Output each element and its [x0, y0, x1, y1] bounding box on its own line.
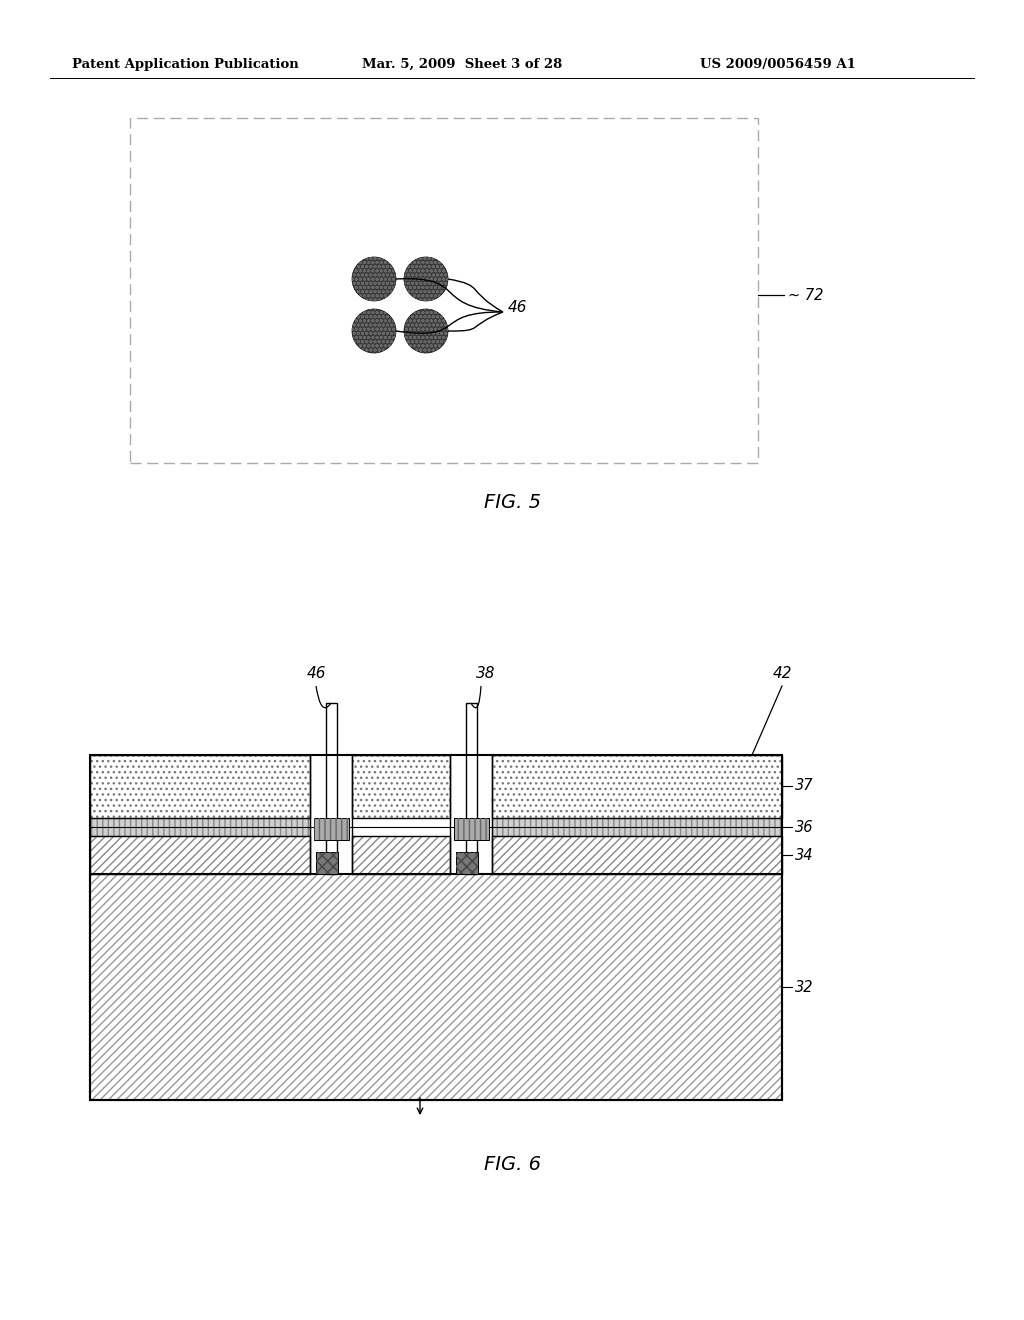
Text: 46: 46: [508, 300, 527, 314]
Bar: [492, 755, 782, 818]
Text: 37: 37: [795, 779, 813, 793]
Bar: [456, 851, 478, 874]
Bar: [90, 755, 782, 1100]
Text: 46: 46: [306, 667, 326, 681]
Bar: [90, 818, 310, 836]
Bar: [492, 755, 782, 818]
Bar: [310, 755, 352, 874]
Bar: [90, 836, 310, 874]
Bar: [90, 836, 310, 874]
Bar: [352, 836, 450, 874]
Bar: [450, 755, 492, 874]
Ellipse shape: [352, 257, 396, 301]
Bar: [492, 836, 782, 874]
Text: FIG. 5: FIG. 5: [483, 492, 541, 511]
Bar: [352, 755, 450, 818]
Bar: [466, 704, 477, 874]
Bar: [492, 818, 782, 836]
Bar: [90, 874, 782, 1100]
Text: Mar. 5, 2009  Sheet 3 of 28: Mar. 5, 2009 Sheet 3 of 28: [362, 58, 562, 71]
Text: FIG. 6: FIG. 6: [483, 1155, 541, 1175]
Bar: [352, 836, 450, 874]
Bar: [352, 755, 450, 818]
Bar: [492, 836, 782, 874]
Bar: [90, 836, 310, 874]
Ellipse shape: [404, 309, 449, 352]
Bar: [352, 755, 450, 818]
Bar: [492, 818, 782, 836]
Bar: [352, 836, 450, 874]
Bar: [316, 851, 338, 874]
Bar: [90, 755, 310, 818]
Bar: [456, 851, 478, 874]
Bar: [454, 818, 489, 840]
Bar: [316, 851, 338, 874]
Bar: [130, 117, 758, 463]
Ellipse shape: [404, 257, 449, 301]
Ellipse shape: [352, 309, 396, 352]
Bar: [492, 836, 782, 874]
Bar: [492, 755, 782, 818]
Text: Patent Application Publication: Patent Application Publication: [72, 58, 299, 71]
Bar: [314, 818, 349, 840]
Bar: [492, 818, 782, 836]
Bar: [90, 755, 310, 818]
Text: 42: 42: [772, 667, 792, 681]
Text: ~ 72: ~ 72: [788, 288, 823, 302]
Bar: [314, 818, 349, 840]
Bar: [454, 818, 489, 840]
Bar: [326, 704, 337, 874]
Bar: [90, 874, 782, 1100]
Text: 36: 36: [795, 820, 813, 834]
Bar: [90, 818, 310, 836]
Text: US 2009/0056459 A1: US 2009/0056459 A1: [700, 58, 856, 71]
Text: 32: 32: [795, 979, 813, 994]
Bar: [90, 818, 310, 836]
Text: 38: 38: [476, 667, 496, 681]
Bar: [90, 755, 310, 818]
Bar: [90, 874, 782, 1100]
Text: 34: 34: [795, 847, 813, 862]
